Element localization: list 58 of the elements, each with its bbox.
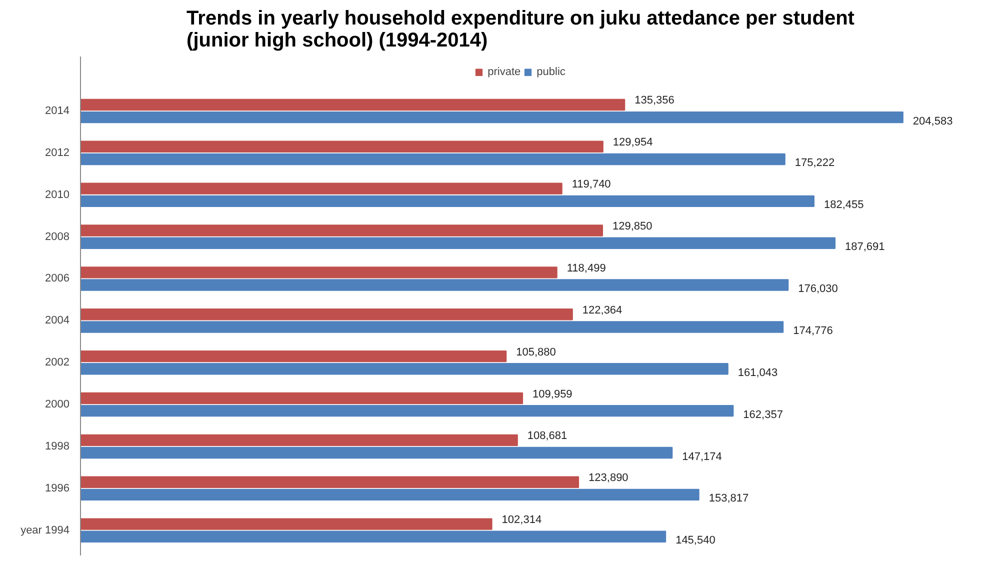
data-label: 105,880 <box>516 346 556 358</box>
bar <box>80 446 673 459</box>
bar <box>80 153 786 166</box>
y-tick-label: 2004 <box>45 314 70 327</box>
bar <box>80 434 518 446</box>
data-label: 119,740 <box>572 178 611 191</box>
data-label: 108,681 <box>527 430 568 442</box>
data-label: 187,691 <box>845 241 885 254</box>
bar <box>80 111 904 124</box>
data-label: 204,583 <box>912 115 953 128</box>
data-label: 175,222 <box>794 157 835 170</box>
bar <box>80 237 836 249</box>
data-label: 182,455 <box>824 199 864 212</box>
y-tick-label: 2000 <box>45 398 70 411</box>
bar <box>80 308 573 320</box>
y-tick-label: 2010 <box>45 188 70 201</box>
data-label: 153,817 <box>708 492 749 505</box>
bar <box>80 266 558 278</box>
y-tick-label: 2012 <box>45 146 70 159</box>
bar <box>80 98 626 111</box>
bar <box>80 476 580 488</box>
chart-title: Trends in yearly household expenditure on juku attedance per student (junior high school) (1994-2014) <box>186 8 855 52</box>
data-label: 129,850 <box>612 220 652 233</box>
legend-label: private <box>488 66 521 78</box>
data-label: 129,954 <box>612 136 653 149</box>
y-tick-label: 2008 <box>45 230 70 243</box>
data-label: 118,499 <box>566 262 606 274</box>
y-tick-label: year 1994 <box>20 524 70 536</box>
data-label: 145,540 <box>676 534 716 547</box>
bar <box>80 363 728 375</box>
y-tick-label: 2006 <box>45 272 70 285</box>
bar <box>80 530 666 542</box>
data-label: 135,356 <box>634 94 674 107</box>
legend-label: public <box>536 66 566 78</box>
bar <box>80 488 700 501</box>
bar <box>80 195 814 208</box>
y-tick-label: 1996 <box>45 482 70 494</box>
data-label: 174,776 <box>793 324 833 337</box>
y-tick-label: 2014 <box>45 105 70 118</box>
bar <box>80 182 562 194</box>
bar <box>80 224 603 236</box>
bar <box>80 404 734 417</box>
data-label: 109,959 <box>532 388 572 400</box>
bar <box>80 279 789 291</box>
data-label: 161,043 <box>738 366 778 379</box>
data-label: 162,357 <box>743 408 783 421</box>
data-label: 123,890 <box>588 472 628 484</box>
bar <box>80 140 604 152</box>
data-label: 147,174 <box>682 450 722 463</box>
data-label: 122,364 <box>582 304 622 316</box>
data-label: 102,314 <box>502 514 542 526</box>
bar <box>80 350 507 362</box>
bar <box>80 321 784 333</box>
y-tick-label: 1998 <box>45 440 70 452</box>
y-tick-label: 2002 <box>45 356 70 369</box>
bar <box>80 518 492 530</box>
data-label: 176,030 <box>798 283 838 296</box>
bar <box>80 392 524 404</box>
